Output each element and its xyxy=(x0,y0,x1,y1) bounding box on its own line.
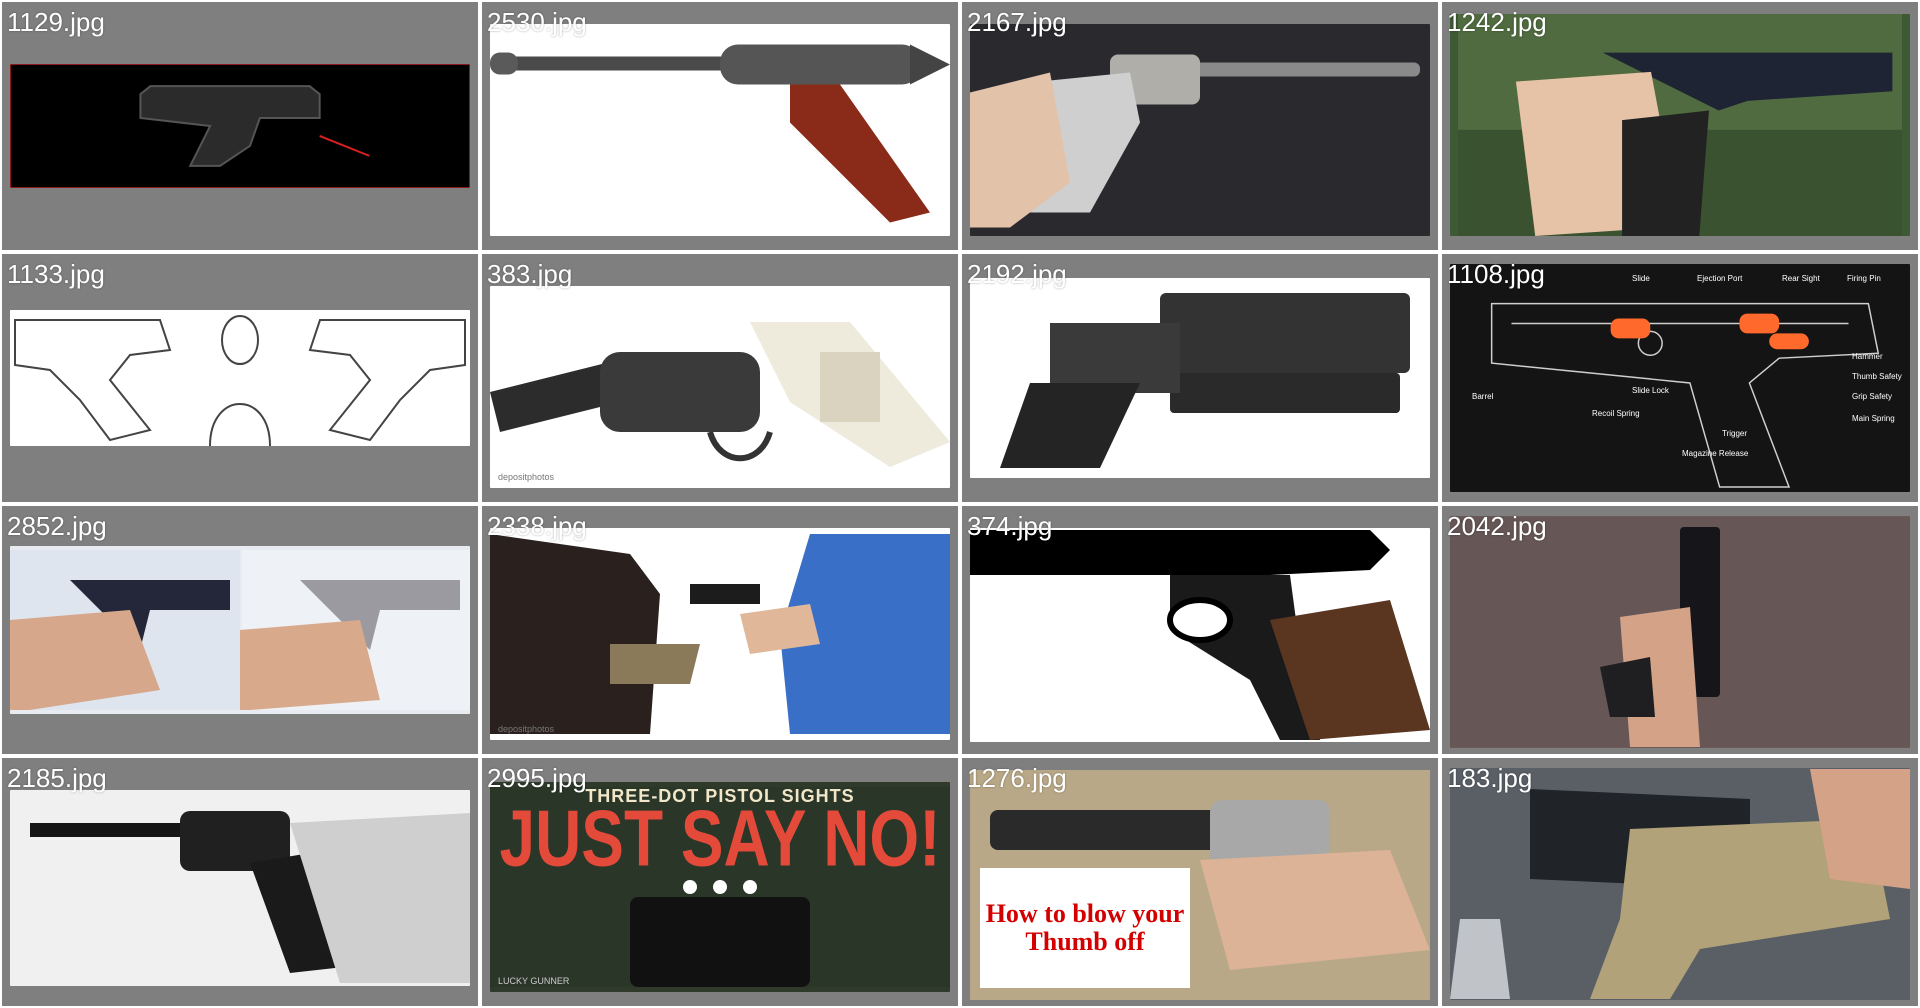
pistols-sketch-image xyxy=(10,310,470,446)
watermark: depositphotos xyxy=(498,472,554,482)
gallery-tile[interactable]: 1276.jpg How to blow your Thumb off xyxy=(962,758,1438,1006)
thumbnail xyxy=(10,64,470,188)
thumbnail xyxy=(970,24,1430,236)
thumbnail: THREE-DOT PISTOL SIGHTS JUST SAY NO! LUC… xyxy=(490,782,950,992)
thumbnail: How to blow your Thumb off xyxy=(970,770,1430,1000)
gallery-tile[interactable]: 1133.jpg xyxy=(2,254,478,502)
ornate-pistol-image xyxy=(970,24,1430,236)
gallery-tile[interactable]: 2852.jpg xyxy=(2,506,478,754)
gallery-tile[interactable]: 1108.jpg Slide Ejection Port Rear Sight … xyxy=(1442,254,1918,502)
thumbnail xyxy=(10,790,470,986)
thumbnail: depositphotos xyxy=(490,528,950,740)
gallery-tile[interactable]: 383.jpg depositphotos xyxy=(482,254,958,502)
thumbnail xyxy=(1450,264,1910,492)
gallery-tile[interactable]: 2338.jpg depositphotos xyxy=(482,506,958,754)
thumbnail: depositphotos xyxy=(490,286,950,488)
filename-label: 383.jpg xyxy=(487,259,572,289)
gallery-tile[interactable]: 2995.jpg THREE-DOT PISTOL SIGHTS JUST SA… xyxy=(482,758,958,1006)
vintage-revolver-image xyxy=(10,790,470,986)
warning-caption: How to blow your Thumb off xyxy=(980,868,1190,988)
gallery-tile[interactable]: 1242.jpg xyxy=(1442,2,1918,250)
pistol-silhouette-image xyxy=(970,528,1430,742)
revolver-image xyxy=(490,286,950,488)
pistol-diagram-image xyxy=(1450,264,1910,492)
filename-label: 2852.jpg xyxy=(7,511,107,541)
gallery-tile[interactable]: 2530.jpg xyxy=(482,2,958,250)
thumbnail xyxy=(490,24,950,236)
scifi-pistol-image xyxy=(970,278,1430,478)
thumbnail xyxy=(1450,768,1910,1000)
gallery-tile[interactable]: 2185.jpg xyxy=(2,758,478,1006)
gallery-tile[interactable]: 2192.jpg xyxy=(962,254,1438,502)
pistol-laser-image xyxy=(11,65,469,187)
filename-label: 1133.jpg xyxy=(7,259,105,289)
thumbnail xyxy=(970,528,1430,742)
watermark: depositphotos xyxy=(498,724,554,734)
filename-label: 2185.jpg xyxy=(7,763,107,793)
gallery-tile[interactable]: 2167.jpg xyxy=(962,2,1438,250)
thumbnail xyxy=(10,546,470,714)
thumbnail xyxy=(1450,516,1910,748)
robbery-scene-image xyxy=(490,528,950,740)
hand-pistol-image xyxy=(1450,14,1910,236)
thumbnail xyxy=(1450,14,1910,236)
gallery-tile[interactable]: 2042.jpg xyxy=(1442,506,1918,754)
thumbnail xyxy=(10,310,470,446)
prop-pistol-image xyxy=(490,24,950,236)
tan-pistol-image xyxy=(1450,768,1910,1000)
gallery-tile[interactable]: 1129.jpg xyxy=(2,2,478,250)
grip-comparison-image xyxy=(10,546,470,714)
filename-label: 1129.jpg xyxy=(7,7,105,37)
thumbnail xyxy=(970,278,1430,478)
gallery-tile[interactable]: 374.jpg xyxy=(962,506,1438,754)
gallery-tile[interactable]: 183.jpg xyxy=(1442,758,1918,1006)
pistol-upright-image xyxy=(1450,516,1910,748)
poster-title: JUST SAY NO! xyxy=(490,798,950,878)
poster-brand: LUCKY GUNNER xyxy=(498,976,569,986)
